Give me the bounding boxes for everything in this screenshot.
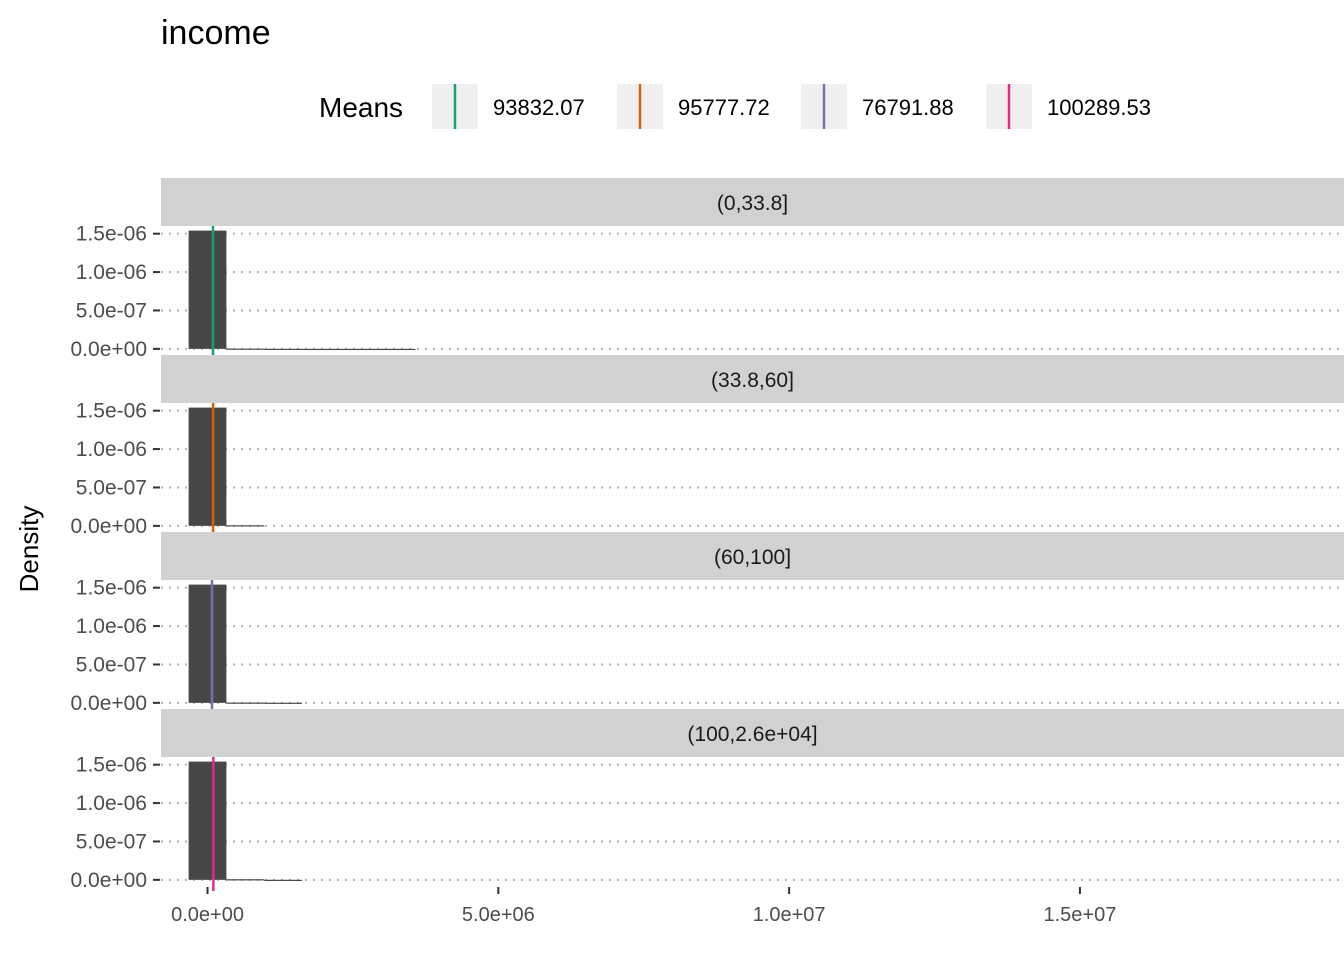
histogram-bar (226, 348, 265, 350)
y-tick-label: 5.0e-07 (76, 299, 147, 322)
legend-label: 76791.88 (862, 95, 954, 120)
facet-strip (161, 532, 1344, 580)
x-tick-label: 0.0e+00 (171, 904, 244, 926)
y-axis-label: Density (14, 506, 44, 593)
histogram-bar (188, 584, 227, 703)
facet-strip (161, 709, 1344, 757)
facet-panel: (0,33.8] 0.0e+00 5.0e-07 1.0e-06 1.5e-06 (71, 178, 1344, 361)
histogram-bar (188, 230, 227, 349)
legend-entry: 100289.53 (986, 84, 1151, 129)
y-tick-label: 1.0e-06 (76, 438, 147, 461)
legend-title: Means (319, 92, 403, 123)
y-tick-label: 0.0e+00 (71, 338, 148, 361)
y-tick-label: 1.0e-06 (76, 792, 147, 815)
x-tick-label: 5.0e+06 (462, 904, 535, 926)
histogram-bar (188, 761, 227, 880)
legend-entry: 93832.07 (432, 84, 585, 129)
histogram-bar (264, 702, 303, 704)
facet-panel: (60,100] 0.0e+00 5.0e-07 1.0e-06 1.5e-06 (71, 532, 1344, 715)
histogram-bar (264, 348, 303, 350)
y-tick-label: 1.5e-06 (76, 577, 147, 600)
legend-entry: 76791.88 (801, 84, 954, 129)
facet-panel: (100,2.6e+04] 0.0e+00 5.0e-07 1.0e-06 1.5e-0… (71, 709, 1344, 892)
facet-strip-label: (100,2.6e+04] (687, 723, 817, 746)
y-tick-label: 5.0e-07 (76, 653, 147, 676)
facet-panel: (33.8,60] 0.0e+00 5.0e-07 1.0e-06 1.5e-06 (71, 355, 1344, 538)
legend: 93832.07 95777.72 76791.88 100289.53 (432, 84, 1151, 129)
y-tick-label: 0.0e+00 (71, 869, 148, 892)
legend-label: 93832.07 (493, 95, 585, 120)
legend-label: 100289.53 (1047, 95, 1151, 120)
histogram-bar (264, 879, 303, 881)
x-tick-label: 1.0e+07 (753, 904, 826, 926)
y-tick-label: 1.5e-06 (76, 400, 147, 423)
x-tick-label: 1.5e+07 (1043, 904, 1116, 926)
y-tick-label: 5.0e-07 (76, 476, 147, 499)
facet-strip-label: (33.8,60] (711, 369, 794, 392)
legend-entry: 95777.72 (617, 84, 770, 129)
y-tick-label: 1.5e-06 (76, 223, 147, 246)
legend-label: 95777.72 (678, 95, 770, 120)
histogram-bar (188, 407, 227, 526)
facet-strip-label: (60,100] (714, 546, 791, 569)
histogram-bar (226, 702, 265, 704)
histogram-bar (377, 348, 416, 351)
facet-strip-label: (0,33.8] (717, 192, 788, 215)
x-axis: 0.0e+00 5.0e+06 1.0e+07 1.5e+07 (171, 887, 1116, 926)
y-tick-label: 1.5e-06 (76, 754, 147, 777)
y-tick-label: 1.0e-06 (76, 261, 147, 284)
facet-strip (161, 178, 1344, 226)
chart-title: income (161, 14, 271, 52)
y-tick-label: 5.0e-07 (76, 830, 147, 853)
y-tick-label: 1.0e-06 (76, 615, 147, 638)
y-tick-label: 0.0e+00 (71, 692, 148, 715)
histogram-bar (302, 348, 340, 351)
facet-strip (161, 355, 1344, 403)
histogram-bar (226, 879, 265, 881)
y-tick-label: 0.0e+00 (71, 515, 148, 538)
facet-panels: (0,33.8]0.0e+005.0e-071.0e-061.5e-06(33.… (71, 178, 1344, 892)
histogram-bar (339, 348, 378, 351)
histogram-bar (226, 525, 265, 527)
